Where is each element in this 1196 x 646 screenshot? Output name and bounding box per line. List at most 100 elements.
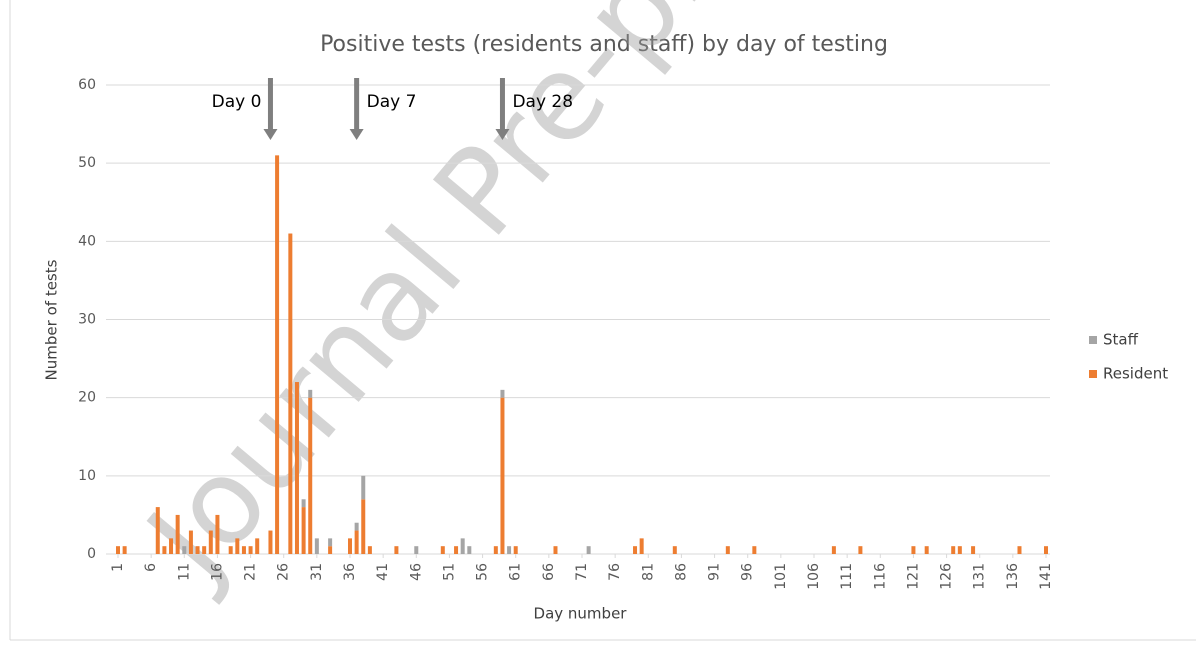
bar (586, 546, 591, 554)
bar (1044, 546, 1048, 554)
bar (314, 538, 319, 554)
bar (831, 546, 836, 554)
x-tick-label: 51 (441, 563, 457, 581)
x-tick-label: 86 (673, 563, 689, 581)
x-tick-label: 121 (905, 563, 921, 590)
y-tick-label: 60 (78, 77, 96, 93)
bar (639, 538, 644, 554)
bar (228, 546, 233, 554)
x-tick-label: 71 (574, 563, 590, 581)
bar (440, 546, 445, 554)
x-tick-label: 26 (276, 563, 292, 581)
bar (725, 546, 730, 554)
y-axis-title: Number of tests (43, 259, 61, 380)
x-tick-label: 136 (1005, 563, 1021, 590)
bar (507, 546, 512, 554)
bar (175, 514, 180, 554)
y-tick-label: 0 (87, 546, 96, 562)
annotation-arrowhead (495, 129, 510, 140)
bar (467, 546, 472, 554)
bar (354, 522, 359, 531)
x-tick-label: 31 (309, 563, 325, 581)
bar (202, 546, 207, 554)
x-tick-label: 106 (806, 563, 822, 590)
bar (500, 397, 505, 554)
x-tick-label: 116 (872, 563, 888, 590)
bar (215, 514, 220, 554)
x-tick-label: 56 (475, 563, 491, 581)
x-tick-label: 131 (972, 563, 988, 590)
bar (971, 546, 976, 554)
x-tick-label: 1 (110, 563, 126, 572)
y-tick-label: 10 (78, 468, 96, 484)
annotation-arrowhead (349, 129, 364, 140)
x-tick-label: 6 (143, 563, 159, 572)
bar (162, 546, 167, 554)
annotation-label: Day 0 (212, 92, 262, 112)
bar (394, 546, 399, 554)
bar (858, 546, 863, 554)
y-tick-label: 20 (78, 390, 96, 406)
bar (500, 389, 505, 398)
bar (348, 538, 352, 554)
x-tick-label: 16 (209, 563, 225, 581)
bar (235, 538, 240, 554)
y-tick-label: 50 (78, 155, 96, 171)
bar (752, 546, 757, 554)
legend-label: Staff (1103, 331, 1139, 349)
x-tick-label: 111 (839, 563, 855, 590)
bar (188, 530, 193, 554)
bar (957, 546, 962, 554)
bar (354, 530, 359, 554)
bar (951, 546, 956, 554)
bar (414, 546, 419, 554)
x-tick-label: 81 (640, 563, 656, 581)
x-tick-label: 61 (508, 563, 524, 581)
legend-swatch (1089, 370, 1097, 378)
bar (553, 546, 558, 554)
bar (672, 546, 677, 554)
bar (454, 546, 459, 554)
bar (911, 546, 916, 554)
x-axis-title: Day number (534, 605, 628, 623)
x-tick-label: 11 (176, 563, 192, 581)
bar (1017, 546, 1022, 554)
x-tick-label: 91 (707, 563, 723, 581)
bar (361, 475, 366, 500)
bar (460, 538, 465, 554)
legend-label: Resident (1103, 365, 1168, 383)
bar (301, 499, 306, 508)
bar (361, 499, 366, 554)
bar (493, 546, 498, 554)
x-tick-label: 96 (740, 563, 756, 581)
x-tick-label: 21 (243, 563, 259, 581)
x-tick-label: 46 (408, 563, 424, 581)
bar (328, 538, 333, 547)
x-tick-label: 36 (342, 563, 358, 581)
annotation-arrowhead (263, 129, 278, 140)
bar (301, 507, 306, 554)
x-tick-label: 66 (541, 563, 557, 581)
y-tick-label: 40 (78, 233, 96, 249)
x-tick-label: 101 (773, 563, 789, 590)
bar (241, 546, 246, 554)
bar (195, 546, 200, 554)
bar (328, 546, 333, 554)
bar (924, 546, 929, 554)
x-tick-label: 126 (939, 563, 955, 590)
annotation-label: Day 7 (367, 92, 417, 112)
bar (255, 538, 260, 554)
bar (248, 546, 253, 554)
bar (208, 530, 213, 554)
annotation-label: Day 28 (512, 92, 573, 112)
bar (122, 546, 127, 554)
x-tick-label: 141 (1038, 563, 1054, 590)
bar (308, 389, 313, 398)
x-tick-label: 76 (607, 563, 623, 581)
bar (367, 546, 372, 554)
bar (116, 546, 120, 554)
bar (308, 397, 313, 554)
bar (169, 538, 174, 554)
bar (288, 233, 293, 554)
